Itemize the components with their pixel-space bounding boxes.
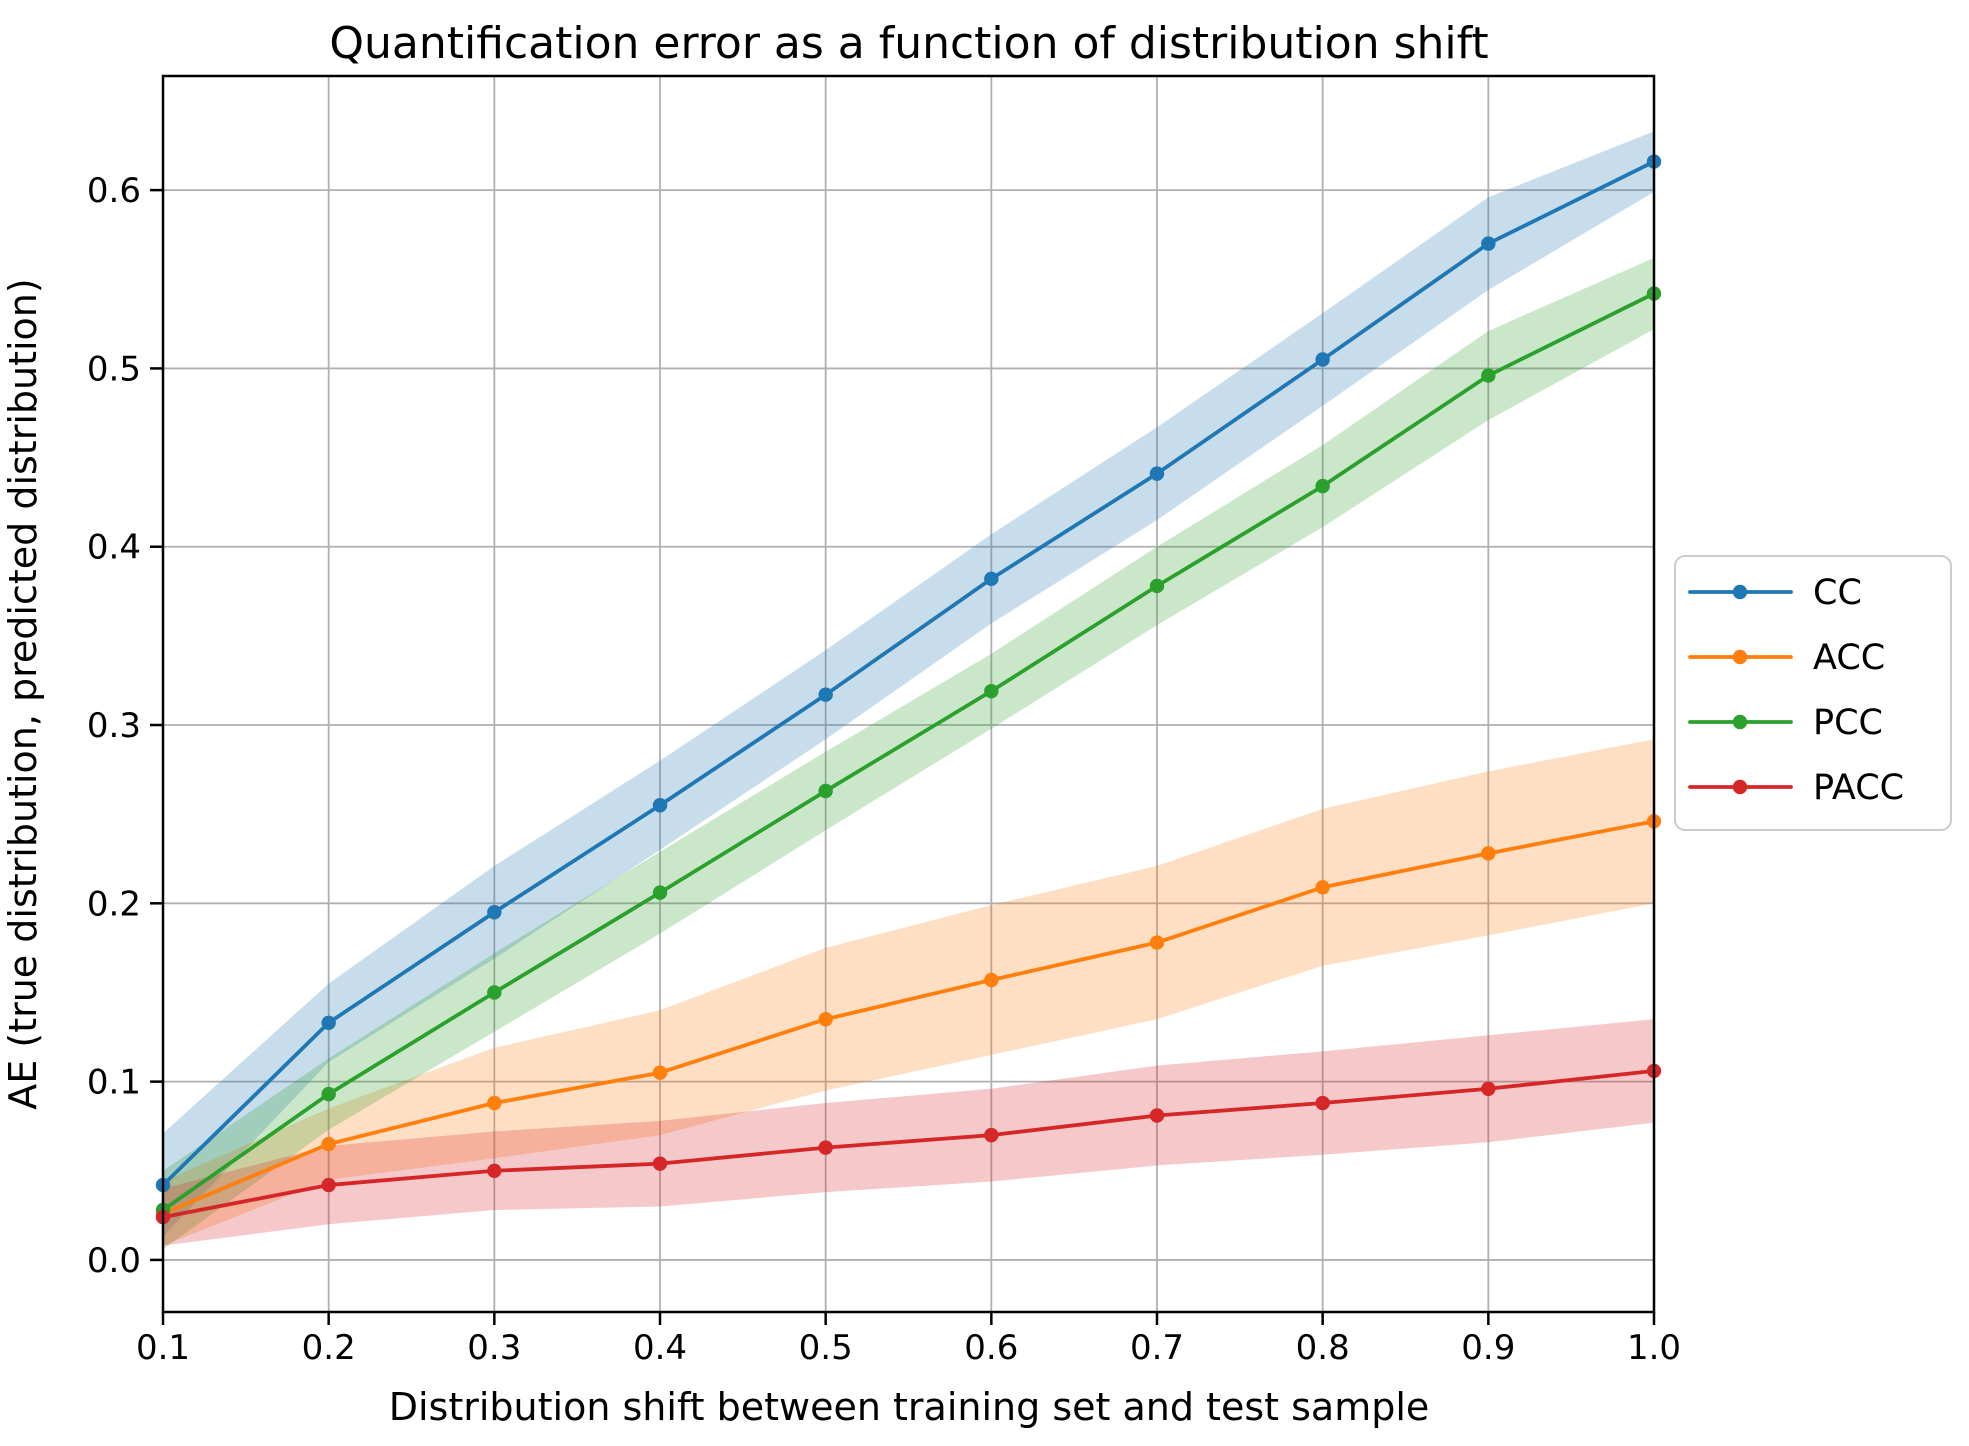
legend-marker bbox=[1732, 714, 1748, 730]
marker-pacc bbox=[652, 1156, 668, 1171]
x-tick-label: 1.0 bbox=[1627, 1328, 1681, 1368]
marker-pacc bbox=[818, 1140, 833, 1155]
band-cc bbox=[163, 131, 1654, 1237]
marker-acc bbox=[818, 1012, 833, 1027]
x-tick-label: 0.1 bbox=[136, 1328, 190, 1368]
x-tick-label: 0.3 bbox=[467, 1328, 521, 1368]
marker-pcc bbox=[984, 683, 999, 699]
legend-item-acc: ACC bbox=[1688, 638, 1885, 678]
marker-acc bbox=[984, 972, 999, 988]
y-tick-label: 0.4 bbox=[87, 528, 141, 568]
x-tick-label: 0.7 bbox=[1130, 1328, 1184, 1368]
marker-pcc bbox=[1149, 578, 1165, 594]
marker-acc bbox=[652, 1065, 668, 1080]
line-pacc bbox=[161, 1069, 1656, 1220]
marker-pcc bbox=[652, 885, 668, 900]
y-tick-label: 0.1 bbox=[87, 1063, 141, 1103]
marker-pcc bbox=[818, 783, 833, 799]
x-tick-label: 0.2 bbox=[302, 1328, 356, 1368]
tick-marks bbox=[150, 188, 1656, 1325]
y-tick-label: 0.2 bbox=[87, 884, 141, 924]
legend-marker bbox=[1732, 649, 1748, 665]
confidence-bands bbox=[163, 131, 1654, 1250]
legend-marker bbox=[1732, 584, 1748, 600]
marker-cc bbox=[984, 571, 999, 587]
line-cc bbox=[161, 159, 1656, 1187]
marker-cc bbox=[321, 1015, 336, 1030]
legend-label: ACC bbox=[1813, 638, 1885, 678]
marker-pacc bbox=[1149, 1108, 1165, 1123]
x-tick-label: 0.4 bbox=[633, 1328, 687, 1368]
marker-pcc bbox=[1481, 368, 1496, 383]
marker-pcc bbox=[1315, 478, 1330, 494]
marker-acc bbox=[1481, 846, 1496, 861]
y-tick-label: 0.0 bbox=[87, 1241, 141, 1281]
y-axis-label: AE (true distribution, predicted distrib… bbox=[1, 278, 45, 1109]
marker-pcc bbox=[321, 1086, 336, 1102]
marker-pacc bbox=[1481, 1081, 1496, 1096]
marker-cc bbox=[1481, 236, 1496, 251]
marker-acc bbox=[321, 1136, 336, 1152]
marker-acc bbox=[487, 1095, 502, 1111]
legend-item-pcc: PCC bbox=[1688, 703, 1883, 743]
y-tick-label: 0.5 bbox=[87, 349, 141, 389]
marker-acc bbox=[1149, 935, 1165, 950]
legend-label: PCC bbox=[1813, 703, 1883, 743]
y-tick-label: 0.6 bbox=[87, 171, 141, 211]
legend-item-cc: CC bbox=[1688, 573, 1862, 613]
marker-acc bbox=[1315, 880, 1330, 895]
tick-labels: 0.1 0.2 0.3 0.4 0.5 0.6 0.7 0.8 0.9 1.0 0.0 0.1 0.2 0… bbox=[87, 171, 1681, 1368]
y-tick-label: 0.3 bbox=[87, 706, 141, 746]
x-axis-label: Distribution shift between training set … bbox=[389, 1385, 1430, 1429]
marker-pacc bbox=[984, 1127, 999, 1143]
band-acc bbox=[163, 739, 1654, 1246]
x-tick-label: 0.6 bbox=[964, 1328, 1018, 1368]
x-tick-label: 0.8 bbox=[1296, 1328, 1350, 1368]
x-tick-label: 0.5 bbox=[799, 1328, 853, 1368]
marker-cc bbox=[1315, 352, 1330, 367]
plot-frame bbox=[161, 74, 1656, 1314]
band-pacc bbox=[163, 1019, 1654, 1246]
marker-cc bbox=[818, 687, 833, 702]
marker-cc bbox=[487, 905, 502, 920]
legend-label: CC bbox=[1813, 573, 1862, 613]
marker-pacc bbox=[487, 1163, 502, 1178]
marker-cc bbox=[652, 798, 668, 813]
legend-box bbox=[1674, 555, 1952, 831]
line-acc bbox=[161, 819, 1656, 1216]
legend-marker bbox=[1732, 779, 1748, 795]
marker-pacc bbox=[321, 1177, 336, 1193]
legend: CC ACC PCC PACC bbox=[1674, 555, 1952, 831]
legend-label: PACC bbox=[1813, 768, 1904, 808]
line-pcc bbox=[161, 291, 1656, 1212]
marker-pcc bbox=[487, 985, 502, 1000]
legend-item-pacc: PACC bbox=[1688, 768, 1904, 808]
marker-pacc bbox=[1315, 1095, 1330, 1111]
marker-cc bbox=[1149, 466, 1165, 481]
band-pcc bbox=[163, 257, 1654, 1250]
chart-title: Quantification error as a function of di… bbox=[329, 18, 1488, 69]
x-tick-label: 0.9 bbox=[1461, 1328, 1515, 1368]
